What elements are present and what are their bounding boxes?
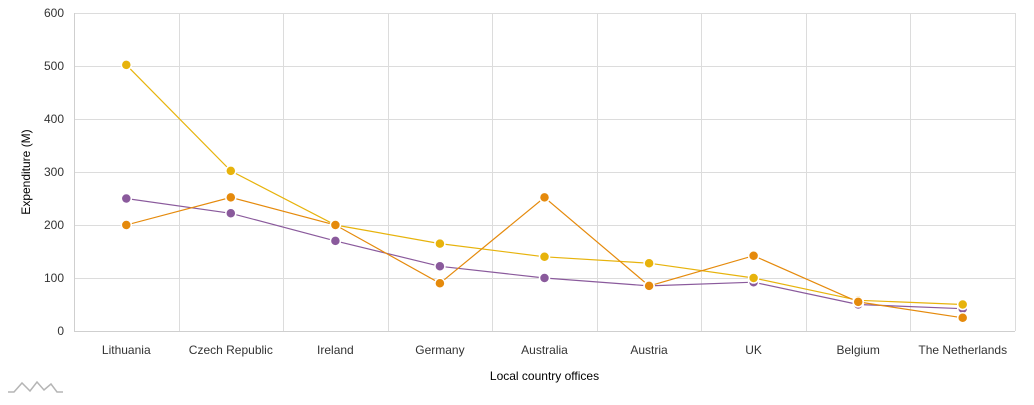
series-3-point[interactable] [643, 280, 655, 292]
series-3-point[interactable] [538, 191, 551, 204]
series-2-point[interactable] [434, 237, 446, 250]
series-2-point[interactable] [747, 272, 760, 284]
x-tick-label: Germany [415, 343, 464, 357]
grid [74, 13, 1016, 332]
series-3-point[interactable] [852, 296, 864, 308]
series-1-point[interactable] [434, 260, 446, 273]
series-3-point[interactable] [329, 219, 342, 231]
series-3-point[interactable] [434, 277, 446, 290]
series-2-point[interactable] [643, 257, 655, 269]
series-2-point[interactable] [225, 165, 237, 177]
series-2-line [125, 64, 963, 306]
y-tick-label: 0 [57, 324, 64, 338]
tick-labels: 0 100 200 300 400 500 600 Lithuania Czech Republ… [44, 6, 1007, 357]
y-axis-title: Expenditure (M) [19, 129, 33, 214]
y-tick-label: 600 [44, 6, 64, 20]
series-2-point[interactable] [120, 59, 133, 71]
x-tick-label: UK [745, 343, 762, 357]
y-tick-label: 100 [44, 271, 64, 285]
x-tick-label: The Netherlands [918, 343, 1007, 357]
series-3-point[interactable] [120, 219, 133, 231]
y-tick-label: 400 [44, 112, 64, 126]
series-2-point[interactable] [956, 298, 969, 311]
axes [74, 13, 1015, 332]
series-2-point[interactable] [538, 251, 551, 263]
y-tick-label: 500 [44, 59, 64, 73]
y-tick-label: 300 [44, 165, 64, 179]
series-3-point[interactable] [225, 191, 237, 204]
x-tick-label: Lithuania [102, 343, 151, 357]
chart-logo-icon [8, 380, 63, 393]
series-3-point[interactable] [956, 312, 969, 324]
series-group [120, 59, 969, 324]
y-tick-label: 200 [44, 218, 64, 232]
series-3-point[interactable] [747, 249, 760, 262]
x-tick-label: Belgium [836, 343, 879, 357]
x-tick-label: Ireland [317, 343, 354, 357]
series-1-point[interactable] [225, 207, 237, 220]
series-1-point[interactable] [120, 192, 133, 205]
x-axis-title: Local country offices [490, 369, 599, 383]
x-tick-label: Australia [521, 343, 568, 357]
x-tick-label: Czech Republic [189, 343, 273, 357]
x-tick-label: Austria [630, 343, 668, 357]
series-1-point[interactable] [329, 235, 342, 247]
series-1-point[interactable] [538, 272, 551, 284]
